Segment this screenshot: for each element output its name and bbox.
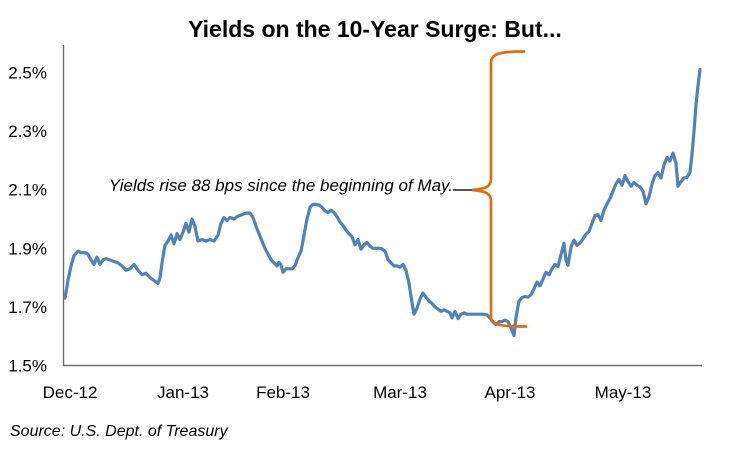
yield-line <box>63 67 702 338</box>
x-axis-tick-label: Dec-12 <box>43 383 98 402</box>
source-text: Source: U.S. Dept. of Treasury <box>10 423 228 440</box>
annotation-text: Yields rise 88 bps since the beginning o… <box>108 176 453 195</box>
y-axis-tick-label: 2.3% <box>8 122 47 141</box>
chart-title: Yields on the 10-Year Surge: But... <box>188 16 562 42</box>
y-axis-tick-label: 1.7% <box>8 298 47 317</box>
x-axis-tick-label: Jan-13 <box>157 383 209 402</box>
y-axis-tick-label: 1.9% <box>8 239 47 258</box>
y-axis-tick-label: 1.5% <box>8 357 47 376</box>
x-axis-tick-label: Mar-13 <box>373 383 427 402</box>
curly-brace-annotation <box>471 50 528 328</box>
x-axis-tick-label: May-13 <box>595 383 652 402</box>
y-axis-tick-label: 2.5% <box>8 64 47 83</box>
x-axis-tick-label: Apr-13 <box>484 383 535 402</box>
axis-lines <box>62 45 702 367</box>
x-axis-tick-label: Feb-13 <box>256 383 310 402</box>
y-axis-tick-label: 2.1% <box>8 181 47 200</box>
